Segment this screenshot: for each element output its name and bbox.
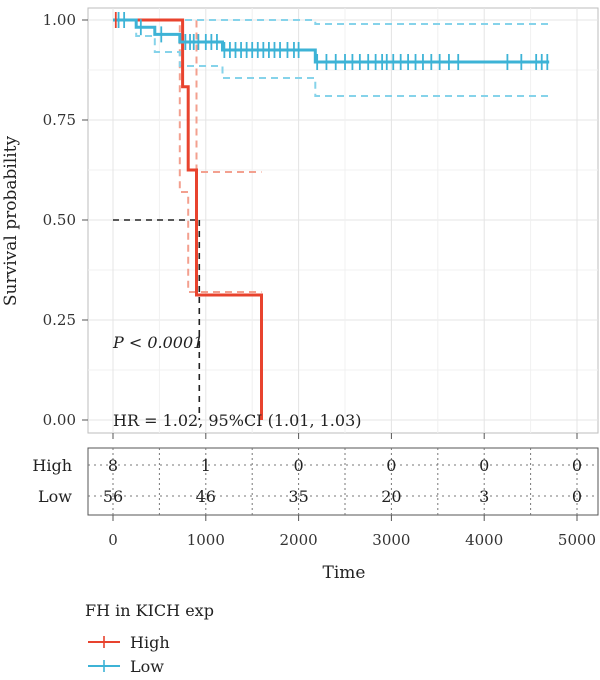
- risk-cell: 0: [294, 456, 304, 475]
- risk-cell: 8: [108, 456, 118, 475]
- ci-lower-low: [113, 19, 550, 97]
- survival-plot-panel: 0.00 0.25 0.50 0.75 1.00 Survival probabilit…: [1, 7, 599, 434]
- risk-cell: 0: [479, 456, 489, 475]
- risk-row-label-low: Low: [38, 487, 72, 506]
- risk-table-gridlines: [88, 448, 598, 515]
- risk-cell: 35: [288, 487, 308, 506]
- x-tick-label: 5000: [558, 531, 596, 549]
- x-tick-label: 1000: [187, 531, 225, 549]
- hazard-ratio-annotation: HR = 1.02, 95%CI (1.01, 1.03): [113, 411, 362, 430]
- risk-cell: 0: [572, 487, 582, 506]
- risk-cell: 0: [386, 456, 396, 475]
- legend-title: FH in KICH exp: [85, 601, 214, 620]
- risk-row-label-high: High: [32, 456, 72, 475]
- ci-lower-high: [113, 19, 262, 293]
- x-tick-label: 3000: [372, 531, 410, 549]
- legend: FH in KICH exp High Low: [85, 601, 214, 676]
- y-tick-label: 0.00: [43, 411, 76, 429]
- x-axis: 0 1000 2000 3000 4000 5000: [108, 433, 596, 549]
- p-value-annotation: P < 0.0001: [112, 333, 203, 352]
- risk-cell: 0: [572, 456, 582, 475]
- legend-items: High Low: [88, 633, 170, 676]
- censor-marks: [114, 12, 549, 70]
- x-tick-label: 0: [108, 531, 118, 549]
- ci-upper-high: [113, 19, 262, 173]
- risk-table-frame: [87, 447, 599, 516]
- y-axis-label: Survival probability: [1, 135, 21, 306]
- median-reference-lines: [113, 219, 201, 420]
- x-axis-label: Time: [323, 563, 366, 583]
- risk-cell: 3: [479, 487, 489, 506]
- legend-label-low: Low: [130, 657, 164, 676]
- risk-table-panel: High 8 1 0 0 0 0 Low 56 46 35 20 3 0: [32, 447, 599, 516]
- x-tick-label: 2000: [280, 531, 318, 549]
- y-axis: 0.00 0.25 0.50 0.75 1.00: [43, 11, 88, 429]
- ci-upper-low: [113, 19, 550, 25]
- y-tick-label: 1.00: [43, 11, 76, 29]
- risk-cell: 20: [381, 487, 401, 506]
- y-tick-label: 0.75: [43, 111, 76, 129]
- risk-cell: 46: [196, 487, 216, 506]
- x-tick-label: 4000: [465, 531, 503, 549]
- y-tick-label: 0.50: [43, 211, 76, 229]
- confidence-bands: [113, 19, 550, 293]
- survival-curves: [113, 18, 550, 420]
- legend-label-high: High: [130, 633, 170, 652]
- survival-curve-low: [113, 18, 550, 64]
- risk-cell: 1: [201, 456, 211, 475]
- risk-cell: 56: [103, 487, 123, 506]
- y-tick-label: 0.25: [43, 311, 76, 329]
- risk-table-cells: High 8 1 0 0 0 0 Low 56 46 35 20 3 0: [32, 456, 582, 506]
